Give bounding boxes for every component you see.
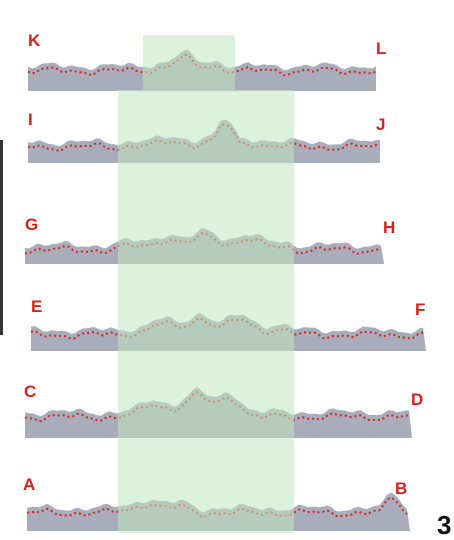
label-C: C: [24, 382, 37, 401]
profile-trace-KL: [27, 53, 377, 77]
profile-trace-CD: [24, 390, 409, 423]
label-A: A: [23, 475, 36, 494]
highlight-band-main: [118, 90, 294, 533]
label-G: G: [25, 215, 39, 234]
left-edge-bar: [0, 140, 3, 335]
label-I: I: [28, 110, 33, 129]
highlight-band-top: [143, 35, 235, 90]
label-H: H: [383, 218, 396, 237]
label-D: D: [411, 390, 424, 409]
label-K: K: [28, 31, 41, 50]
label-B: B: [395, 479, 408, 498]
label-J: J: [376, 115, 386, 134]
label-E: E: [31, 297, 43, 316]
label-F: F: [415, 300, 426, 319]
figure-number: 3: [437, 510, 452, 540]
label-L: L: [376, 39, 387, 58]
